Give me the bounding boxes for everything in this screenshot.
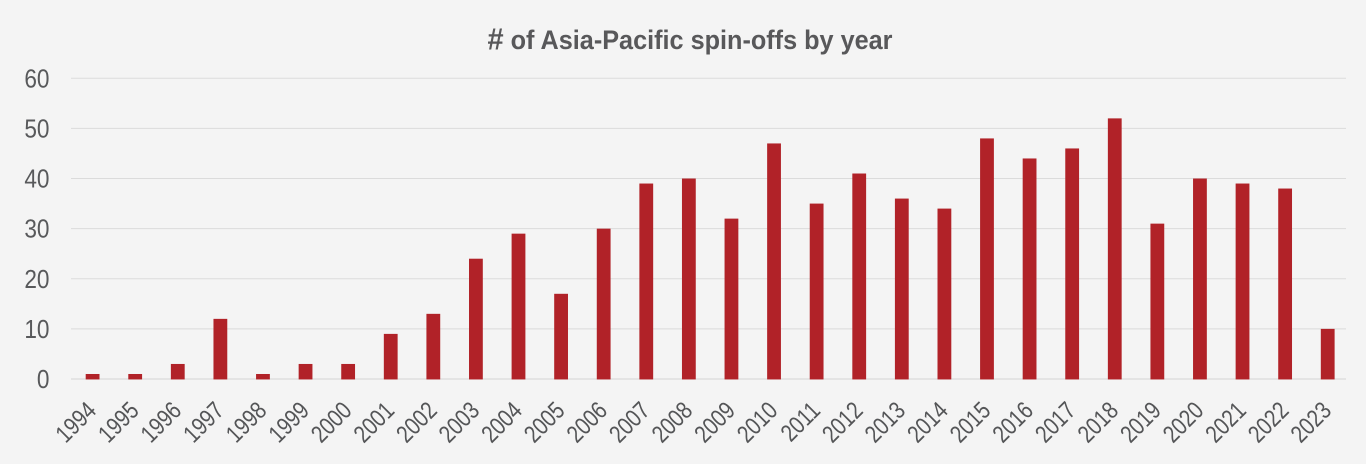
svg-text:# of Asia-Pacific spin-offs by: # of Asia-Pacific spin-offs by year: [487, 23, 892, 57]
svg-text:0: 0: [37, 366, 50, 395]
svg-text:10: 10: [24, 315, 49, 344]
svg-text:30: 30: [24, 215, 49, 244]
svg-text:50: 50: [24, 115, 49, 144]
svg-text:20: 20: [24, 265, 49, 294]
svg-text:60: 60: [24, 65, 49, 94]
svg-text:40: 40: [24, 165, 49, 194]
